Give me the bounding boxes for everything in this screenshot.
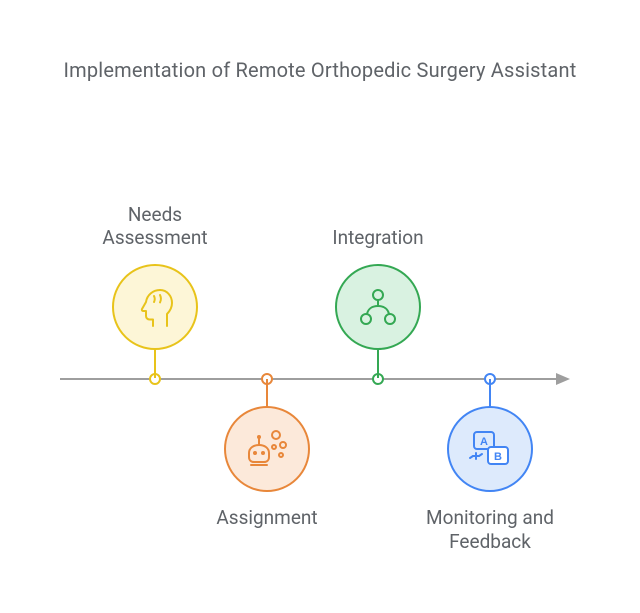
branch-tree-icon [354, 283, 402, 331]
svg-text:B: B [494, 451, 502, 463]
node-stem [377, 350, 379, 378]
robot-bubbles-icon [241, 423, 293, 475]
node-stem [154, 350, 156, 378]
svg-text:A: A [480, 436, 488, 448]
head-profile-icon [130, 282, 180, 332]
node-bubble [224, 406, 310, 492]
diagram-title: Implementation of Remote Orthopedic Surg… [0, 58, 640, 82]
ab-compare-icon: A B [464, 423, 516, 475]
axis-arrowhead [556, 373, 570, 385]
node-bubble [112, 264, 198, 350]
timeline-stage: Needs Assessment Assignment Integration … [60, 140, 580, 560]
node-label: Monitoring and Feedback [400, 506, 580, 554]
node-stem [489, 379, 491, 407]
node-label: Assignment [177, 506, 357, 530]
node-label: Integration [288, 226, 468, 250]
node-bubble: A B [447, 406, 533, 492]
node-label: Needs Assessment [65, 203, 245, 251]
node-bubble [335, 264, 421, 350]
node-stem [266, 379, 268, 407]
